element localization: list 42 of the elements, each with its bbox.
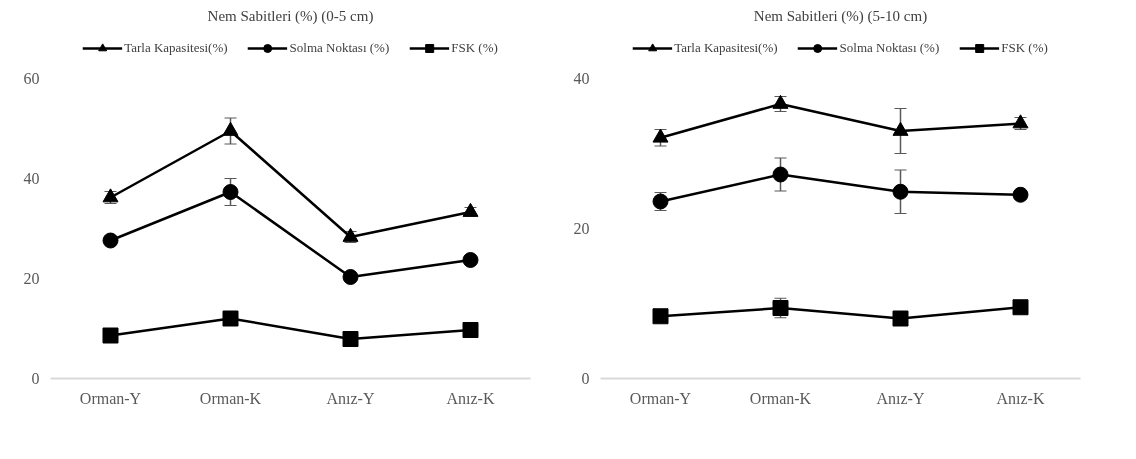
legend-label: FSK (%)	[451, 40, 498, 56]
point	[342, 331, 359, 347]
point	[772, 166, 789, 183]
legend-label: Tarla Kapasitesi(%)	[674, 40, 778, 56]
y-tick-label: 20	[23, 270, 40, 287]
y-tick-label: 40	[573, 70, 590, 87]
x-tick-label: Orman-K	[199, 389, 262, 407]
y-tick-label: 20	[573, 220, 590, 237]
point	[102, 232, 119, 249]
point	[462, 202, 479, 217]
point	[462, 322, 479, 338]
legend-label: Tarla Kapasitesi(%)	[124, 40, 228, 56]
legend-label: FSK (%)	[1001, 40, 1048, 56]
point	[772, 94, 789, 109]
point	[462, 252, 479, 268]
point	[1012, 299, 1029, 316]
x-tick-label: Anız-K	[446, 389, 495, 407]
point	[892, 121, 909, 136]
point	[102, 327, 119, 344]
x-tick-label: Anız-K	[996, 389, 1045, 407]
x-tick-label: Orman-Y	[629, 389, 692, 407]
point	[652, 308, 669, 325]
x-tick-label: Anız-Y	[876, 389, 925, 407]
x-tick-label: Orman-K	[749, 389, 812, 407]
y-tick-label: 0	[581, 370, 590, 387]
y-tick-label: 40	[23, 170, 40, 187]
x-tick-label: Anız-Y	[326, 389, 375, 407]
legend-label: Solma Noktası (%)	[839, 40, 940, 56]
point	[222, 121, 239, 136]
point	[652, 128, 669, 143]
legend-label: Solma Noktası (%)	[289, 40, 390, 56]
point	[892, 310, 909, 327]
point	[342, 269, 359, 285]
chart-title: Nem Sabitleri (%) (0-5 cm)	[207, 7, 374, 25]
y-tick-label: 0	[31, 370, 40, 387]
point	[1012, 186, 1029, 203]
x-tick-label: Orman-Y	[79, 389, 142, 407]
point	[222, 184, 239, 200]
point	[222, 310, 239, 327]
point	[892, 183, 909, 200]
chart-title: Nem Sabitleri (%) (5-10 cm)	[753, 7, 928, 25]
y-tick-label: 60	[23, 70, 40, 87]
